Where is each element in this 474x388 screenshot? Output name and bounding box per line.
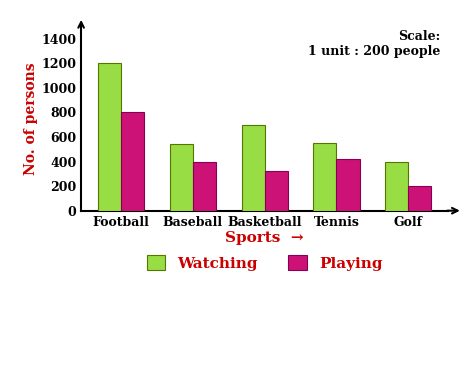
Bar <box>385 161 409 211</box>
Bar <box>242 125 264 211</box>
Bar <box>98 63 121 211</box>
Bar <box>121 113 144 211</box>
Bar <box>337 159 359 211</box>
Text: Scale:
1 unit : 200 people: Scale: 1 unit : 200 people <box>308 30 441 58</box>
Bar <box>170 144 192 211</box>
Bar <box>264 171 288 211</box>
X-axis label: Sports  →: Sports → <box>225 231 304 245</box>
Bar <box>192 161 216 211</box>
Bar <box>313 143 337 211</box>
Y-axis label: No. of persons: No. of persons <box>25 62 38 175</box>
Legend: Watching, Playing: Watching, Playing <box>141 249 389 277</box>
Bar <box>409 186 431 211</box>
